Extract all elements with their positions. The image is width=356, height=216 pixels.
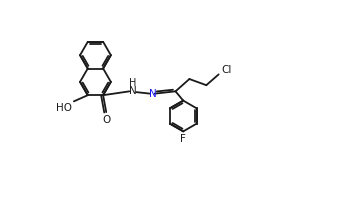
Text: Cl: Cl xyxy=(221,65,231,75)
Text: H: H xyxy=(130,78,137,88)
Text: N: N xyxy=(148,89,156,99)
Text: HO: HO xyxy=(56,103,72,113)
Text: F: F xyxy=(180,134,186,144)
Text: N: N xyxy=(129,86,136,96)
Text: O: O xyxy=(103,115,111,125)
